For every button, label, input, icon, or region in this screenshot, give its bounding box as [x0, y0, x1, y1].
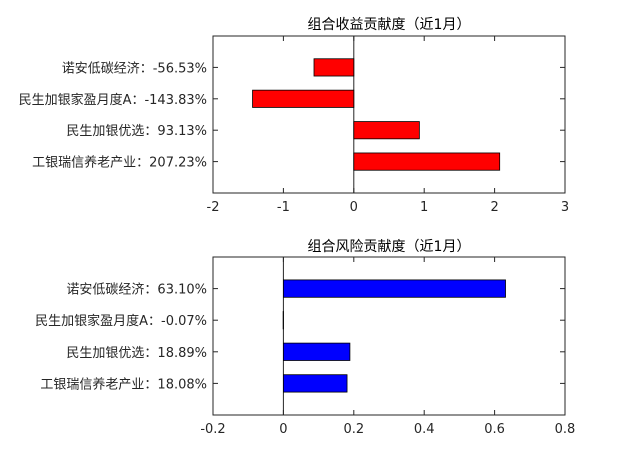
chart-return-xtick-label: 1 [420, 200, 428, 215]
chart-return-xtick-label: -2 [207, 200, 220, 215]
chart-risk-category-label: 民生加银家盈月度A：-0.07% [35, 313, 207, 329]
chart-return-xtick-label: 3 [561, 200, 569, 215]
chart-return-bar [313, 58, 355, 77]
chart-return-bar [353, 152, 501, 171]
chart-return-category-label: 诺安低碳经济：-56.53% [62, 61, 207, 76]
chart-risk-bar [282, 342, 351, 361]
chart-risk-bar [282, 374, 348, 393]
chart-risk-xtick-label: 0.2 [343, 422, 364, 437]
chart-risk-category-label: 工银瑞信养老产业：18.08% [40, 376, 207, 392]
chart-risk-xtick-label: 0.4 [414, 422, 435, 437]
chart-risk-xtick-label: -0.2 [200, 422, 225, 437]
chart-return-xtick-label: 2 [490, 200, 498, 215]
chart-risk-xtick-label: 0 [279, 422, 287, 437]
chart-return-bar [353, 121, 420, 140]
chart-return-category-label: 工银瑞信养老产业：207.23% [32, 155, 207, 171]
chart-return-category-label: 民生加银家盈月度A：-143.83% [19, 92, 207, 108]
chart-return-xtick-label: 0 [350, 200, 358, 215]
chart-risk-category-label: 民生加银优选：18.89% [66, 346, 207, 361]
chart-risk-bar [282, 279, 506, 298]
chart-risk-xtick-label: 0.6 [484, 422, 505, 437]
chart-risk-category-label: 诺安低碳经济：63.10% [66, 283, 207, 298]
chart-risk-title: 组合风险贡献度（近1月） [308, 239, 471, 255]
chart-return-xtick-label: -1 [277, 200, 290, 215]
chart-return-category-label: 民生加银优选：93.13% [66, 124, 207, 139]
chart-return-panel: 组合收益贡献度（近1月） -2 -1 0 1 2 3 诺安低碳经济：-56.53% 民生加银家盈… [19, 17, 570, 215]
chart-return-bar [252, 89, 355, 108]
chart-risk-panel: 组合风险贡献度（近1月） -0.2 0 0.2 0.4 0.6 0.8 诺安低碳经济：63.1… [35, 239, 575, 437]
chart-return-title: 组合收益贡献度（近1月） [308, 17, 471, 33]
chart-risk-xtick-label: 0.8 [555, 422, 576, 437]
